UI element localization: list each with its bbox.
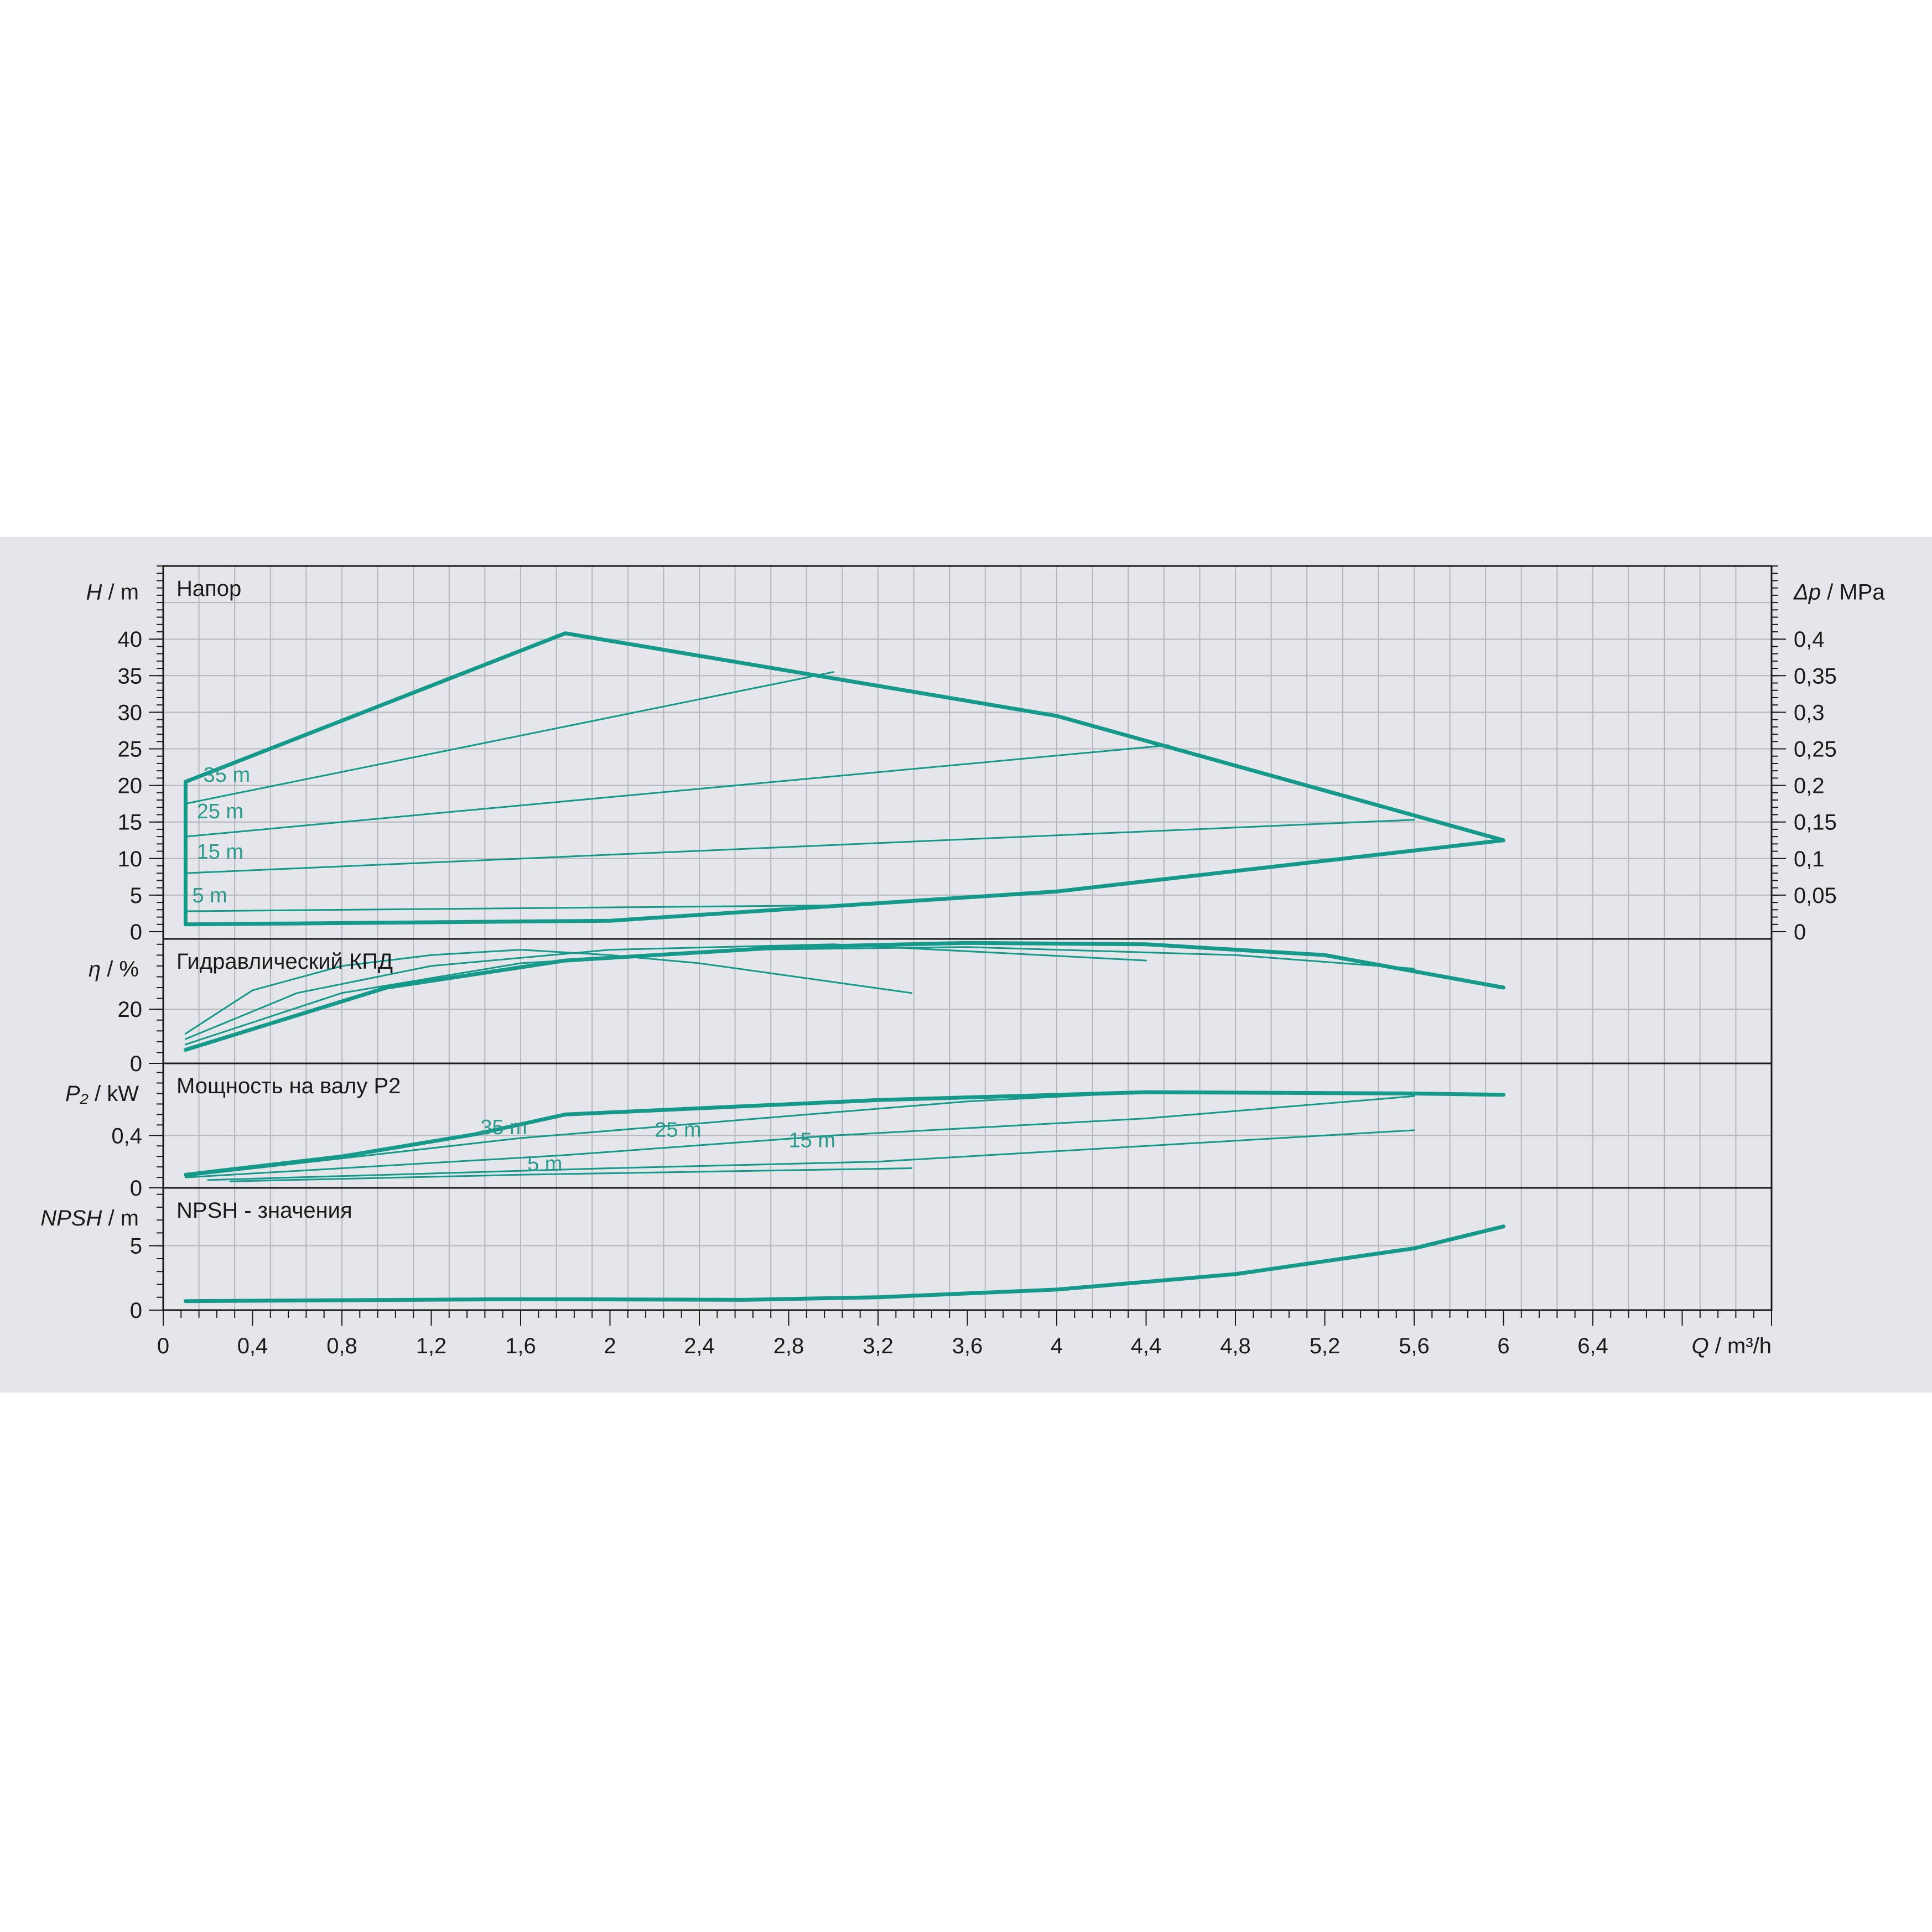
pump-performance-chart: 051015202530354000,050,10,150,20,250,30,… (40, 565, 1885, 1358)
head-y-tick-label: 25 (118, 738, 143, 762)
head-panel-title: Напор (176, 577, 241, 601)
x-tick-label: 1,6 (505, 1334, 536, 1358)
head-y2-axis-label: Δp / MPa (1793, 580, 1885, 604)
head-y2-tick-label: 0,2 (1794, 774, 1825, 798)
head-y2-tick-label: 0,25 (1794, 738, 1837, 762)
efficiency-curve-0 (184, 949, 913, 1035)
head-y2-tick-label: 0,3 (1794, 700, 1825, 725)
npsh-y-tick-label: 0 (130, 1299, 142, 1323)
x-tick-label: 4,8 (1220, 1334, 1251, 1358)
npsh-y-tick-label: 5 (130, 1234, 142, 1259)
x-tick-label: 0,4 (237, 1334, 268, 1358)
head-y2-tick-label: 0 (1794, 920, 1806, 944)
npsh-y-axis-label: NPSH / m (40, 1206, 139, 1230)
ticks (149, 565, 1786, 1326)
head-y-tick-label: 40 (118, 627, 143, 652)
x-tick-label: 5,6 (1399, 1334, 1430, 1358)
x-tick-label: 6 (1497, 1334, 1509, 1358)
x-tick-label: 5,2 (1310, 1334, 1341, 1358)
power-curve-0 (183, 1090, 1505, 1177)
frame (162, 565, 1773, 1311)
power-y-axis-label: P₂ / kW (65, 1082, 139, 1106)
power-curve-1 (184, 1091, 1147, 1177)
head-y-tick-label: 0 (130, 920, 142, 944)
head-y-tick-label: 5 (130, 884, 142, 908)
head-curve-label: 15 m (197, 840, 243, 864)
power-curve-2 (184, 1095, 1415, 1178)
head-y-tick-label: 35 (118, 664, 143, 688)
efficiency-panel-title: Гидравлический КПД (176, 949, 393, 974)
power-curve-4 (229, 1167, 913, 1182)
x-tick-label: 4,4 (1131, 1334, 1162, 1358)
head-y-tick-label: 30 (118, 700, 143, 725)
efficiency-y-axis-label: η / % (89, 957, 139, 981)
head-curve-label: 5 m (192, 884, 227, 907)
x-tick-label: 1,2 (416, 1334, 447, 1358)
power-curve-label: 25 m (655, 1119, 701, 1142)
head-curve-label: 25 m (197, 800, 243, 823)
head-curve-0 (183, 631, 1505, 927)
head-y2-tick-label: 0,1 (1794, 847, 1825, 871)
x-tick-label: 6,4 (1577, 1334, 1608, 1358)
head-y2-tick-label: 0,05 (1794, 884, 1837, 908)
head-curve-label: 35 m (204, 764, 250, 787)
x-tick-label: 3,2 (863, 1334, 894, 1358)
npsh-curve-0 (183, 1224, 1505, 1303)
head-y-tick-label: 20 (118, 774, 143, 798)
efficiency-y-tick-label: 20 (118, 998, 143, 1022)
curves (183, 631, 1505, 1303)
x-tick-label: 2,8 (773, 1334, 804, 1358)
x-tick-label: 2 (604, 1334, 616, 1358)
chart-panel: 0 5 10 15 20 25 30 35 40 0 0,05 0,1 0,15 0,2 0,25 0,3 0,… (0, 537, 1932, 1393)
power-curve-label: 15 m (789, 1129, 835, 1152)
x-axis-label: Q / m³/h (1692, 1334, 1772, 1358)
head-curve-3 (184, 819, 1415, 874)
x-tick-label: 2,4 (684, 1334, 715, 1358)
head-curve-1 (184, 671, 834, 805)
head-y-tick-label: 10 (118, 847, 143, 871)
head-y-axis-label: H / m (86, 580, 139, 604)
x-tick-label: 0,8 (326, 1334, 357, 1358)
power-curve-label: 5 m (527, 1152, 562, 1176)
head-y-tick-label: 15 (118, 811, 143, 835)
head-curve-2 (184, 744, 1170, 838)
efficiency-curve-3 (183, 941, 1505, 1052)
labels: 051015202530354000,050,10,150,20,250,30,… (40, 577, 1885, 1358)
head-curve-4 (184, 904, 834, 912)
efficiency-curve-1 (184, 943, 1147, 1040)
power-y-tick-label: 0,4 (111, 1124, 142, 1148)
power-curve-3 (207, 1129, 1415, 1181)
head-y2-tick-label: 0,35 (1794, 664, 1837, 688)
npsh-panel-title: NPSH - значения (176, 1198, 352, 1223)
x-tick-label: 0 (157, 1334, 169, 1358)
x-tick-label: 4 (1051, 1334, 1063, 1358)
power-y-tick-label: 0 (130, 1176, 142, 1201)
power-curve-label: 35 m (480, 1116, 527, 1139)
head-y2-tick-label: 0,15 (1794, 811, 1837, 835)
head-y2-tick-label: 0,4 (1794, 627, 1825, 652)
x-tick-label: 3,6 (952, 1334, 983, 1358)
power-panel-title: Мощность на валу P2 (176, 1074, 401, 1098)
efficiency-y-tick-label: 0 (130, 1052, 142, 1076)
